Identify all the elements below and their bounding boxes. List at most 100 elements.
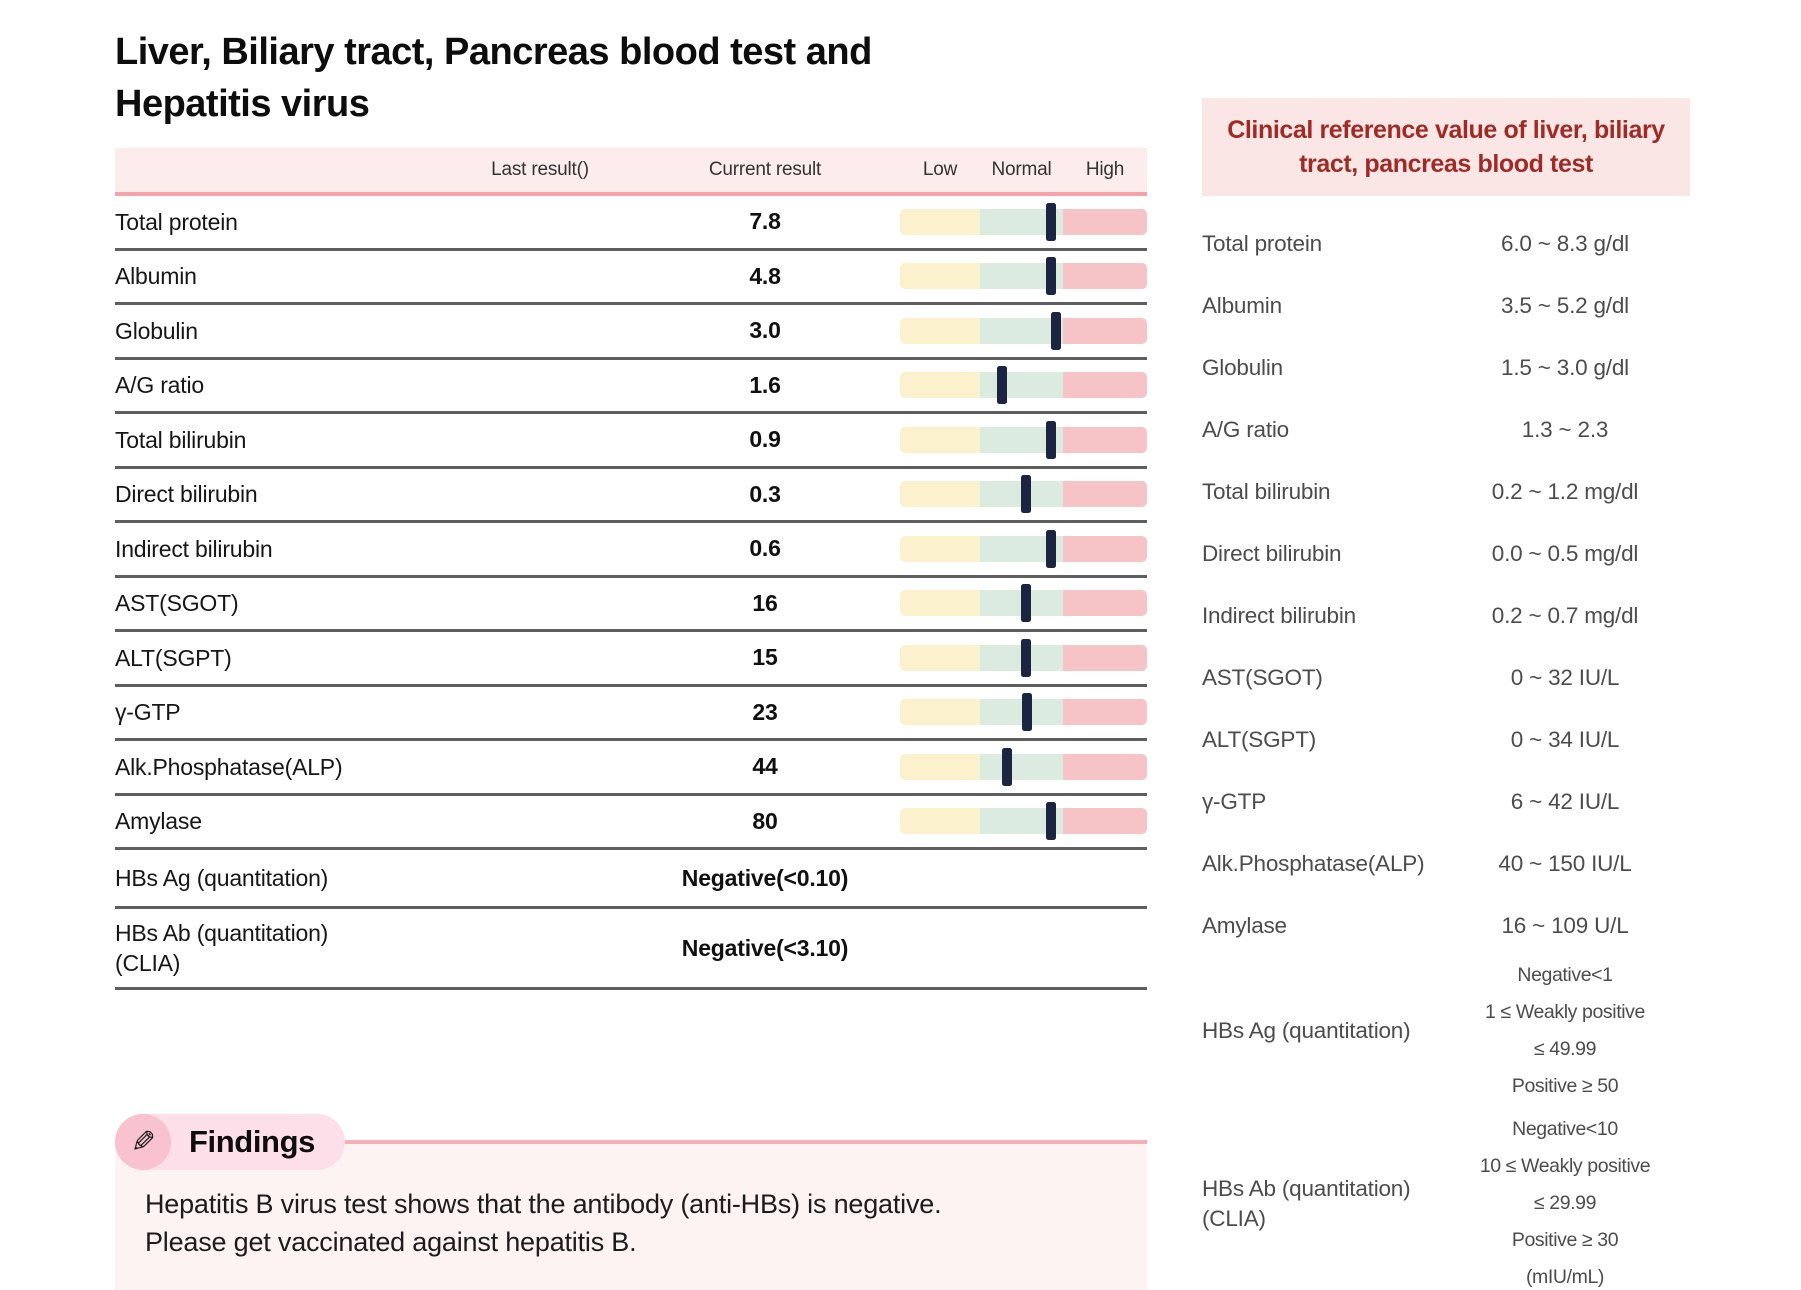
range-bar	[900, 311, 1147, 350]
range-high-segment	[1063, 808, 1147, 835]
current-result-value: 1.6	[749, 371, 781, 398]
test-name: Indirect bilirubin	[115, 535, 273, 562]
range-high-segment	[1063, 317, 1147, 344]
reference-range-line: ≤ 49.99	[1533, 1038, 1597, 1060]
reference-panel: Clinical reference value of liver, bilia…	[1202, 98, 1690, 1290]
range-bar-cell	[900, 523, 1147, 575]
test-name: ALT(SGPT)	[115, 644, 232, 671]
reference-range-value: Negative<1 1 ≤ Weakly positive ≤ 49.99 Posi…	[1440, 957, 1690, 1105]
reference-range-value: 16 ~ 109 U/L	[1501, 913, 1629, 938]
range-bar	[900, 366, 1147, 405]
reference-test-name: Globulin	[1202, 355, 1283, 380]
table-row: ALT(SGPT) 15	[115, 632, 1147, 687]
reference-range-value: 0 ~ 32 IU/L	[1510, 665, 1620, 690]
range-high-segment	[1063, 426, 1147, 453]
range-high-segment	[1063, 699, 1147, 726]
reference-test-name: HBs Ab (quantitation) (CLIA)	[1202, 1175, 1411, 1231]
current-result-value: 15	[752, 644, 778, 671]
range-high-segment	[1063, 753, 1147, 780]
reference-test-name: ALT(SGPT)	[1202, 727, 1317, 752]
reference-test-name: Indirect bilirubin	[1202, 603, 1356, 628]
reference-row: Amylase 16 ~ 109 U/L	[1202, 895, 1690, 957]
range-normal-segment	[980, 372, 1063, 399]
reference-range-value: 6.0 ~ 8.3 g/dl	[1501, 231, 1629, 256]
range-bar	[900, 802, 1147, 841]
results-table: Last result() Current result Low Normal …	[115, 148, 1147, 990]
current-result-value: Negative(<3.10)	[681, 934, 849, 961]
range-bar	[900, 529, 1147, 568]
result-marker	[1046, 529, 1057, 568]
result-marker	[997, 366, 1008, 405]
current-result-value: 0.9	[749, 426, 781, 453]
header-normal-label: Normal	[991, 159, 1052, 180]
range-bar-cell	[900, 909, 1147, 987]
header-high-label: High	[1085, 159, 1125, 180]
findings-text: Hepatitis B virus test shows that the an…	[145, 1189, 942, 1257]
reference-range-line: ≤ 29.99	[1533, 1192, 1597, 1214]
reference-range-value: 1.3 ~ 2.3	[1521, 417, 1609, 442]
table-row: HBs Ag (quantitation) Negative(<0.10)	[115, 850, 1147, 909]
range-low-segment	[900, 426, 980, 453]
range-bar-cell	[900, 305, 1147, 357]
current-result-value: 23	[752, 698, 778, 725]
reference-row: AST(SGOT) 0 ~ 32 IU/L	[1202, 647, 1690, 709]
reference-row: Total bilirubin 0.2 ~ 1.2 mg/dl	[1202, 461, 1690, 523]
reference-range-line: Positive ≥ 50	[1511, 1075, 1619, 1097]
pencil-icon: ✎	[115, 1114, 171, 1170]
range-bar-cell	[900, 196, 1147, 248]
range-bar	[900, 420, 1147, 459]
table-row: Albumin 4.8	[115, 251, 1147, 305]
range-low-segment	[900, 317, 980, 344]
range-bar	[900, 584, 1147, 623]
range-low-segment	[900, 808, 980, 835]
reference-range-value: 0.0 ~ 0.5 mg/dl	[1491, 541, 1639, 566]
reference-test-name: Albumin	[1202, 293, 1282, 318]
range-normal-segment	[980, 753, 1063, 780]
reference-range-line: (mIU/mL)	[1525, 1266, 1605, 1288]
result-marker	[1020, 584, 1031, 623]
range-low-segment	[900, 263, 980, 290]
range-bar-cell	[900, 578, 1147, 630]
reference-range-line: 1 ≤ Weakly positive	[1485, 1001, 1645, 1023]
current-result-value: 80	[752, 807, 778, 834]
range-low-segment	[900, 372, 980, 399]
range-low-segment	[900, 481, 980, 508]
reference-row: HBs Ab (quantitation) (CLIA) Negative<10 10…	[1202, 1111, 1690, 1290]
test-name: Direct bilirubin	[115, 481, 258, 508]
reference-range-value: 0.2 ~ 0.7 mg/dl	[1491, 603, 1639, 628]
current-result-value: Negative(<0.10)	[681, 864, 849, 891]
range-low-segment	[900, 753, 980, 780]
reference-range-value: 40 ~ 150 IU/L	[1498, 851, 1632, 876]
reference-test-name: Total protein	[1202, 231, 1322, 256]
reference-row: ALT(SGPT) 0 ~ 34 IU/L	[1202, 709, 1690, 771]
reference-test-name: Amylase	[1202, 913, 1287, 938]
reference-row: Alk.Phosphatase(ALP) 40 ~ 150 IU/L	[1202, 833, 1690, 895]
reference-test-name: Alk.Phosphatase(ALP)	[1202, 851, 1425, 876]
reference-test-name: Total bilirubin	[1202, 479, 1331, 504]
reference-range-value: 0 ~ 34 IU/L	[1510, 727, 1620, 752]
reference-range-line: Positive ≥ 30	[1511, 1229, 1619, 1251]
range-low-segment	[900, 535, 980, 562]
reference-range-value: 1.5 ~ 3.0 g/dl	[1501, 355, 1629, 380]
test-name: HBs Ag (quantitation)	[115, 865, 329, 891]
table-row: Direct bilirubin 0.3	[115, 469, 1147, 523]
test-name: Total protein	[115, 208, 238, 235]
range-bar-cell	[900, 469, 1147, 521]
findings-divider	[340, 1140, 1147, 1144]
range-low-segment	[900, 208, 980, 235]
current-result-value: 7.8	[749, 208, 781, 235]
range-bar-cell	[900, 360, 1147, 412]
range-bar-cell	[900, 796, 1147, 848]
range-bar-cell	[900, 850, 1147, 906]
range-low-segment	[900, 590, 980, 617]
reference-range-line: Negative<10	[1512, 1118, 1618, 1140]
header-low-label: Low	[922, 159, 958, 180]
current-result-value: 16	[752, 589, 778, 616]
range-bar	[900, 693, 1147, 732]
result-marker	[1046, 202, 1057, 241]
results-rows: Total protein 7.8 Albumin 4.8 Globulin 3.0 A/G…	[115, 196, 1147, 990]
range-normal-segment	[980, 317, 1063, 344]
test-name: γ-GTP	[115, 699, 181, 726]
test-name: Albumin	[115, 263, 197, 290]
range-bar-cell	[900, 741, 1147, 793]
